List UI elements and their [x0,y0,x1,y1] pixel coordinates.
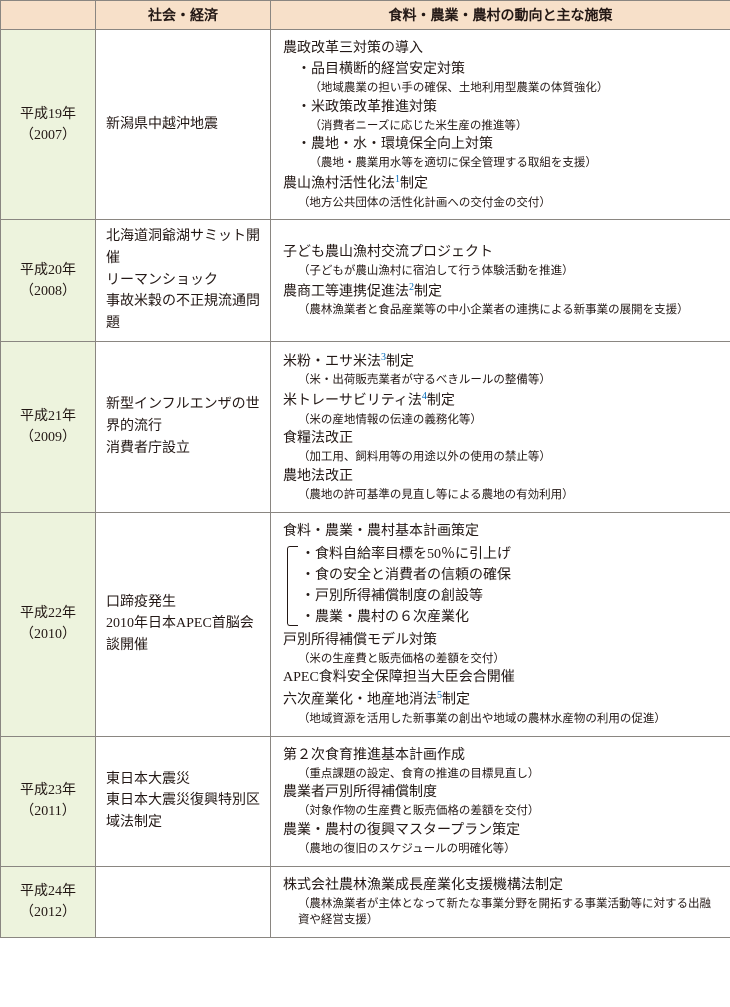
society-cell: 北海道洞爺湖サミット開催リーマンショック事故米穀の不正規流通問題 [96,220,271,341]
table-header: 社会・経済 食料・農業・農村の動向と主な施策 [1,1,730,30]
year-cell: 平成21年 （2009） [1,341,96,512]
society-cell: 新潟県中越沖地震 [96,30,271,220]
policy-cell: 農政改革三対策の導入・品目横断的経営安定対策（地域農業の担い手の確保、土地利用型… [271,30,730,220]
policy-cell: 株式会社農林漁業成長産業化支援機構法制定（農林漁業者が主体となって新たな事業分野… [271,866,730,937]
policy-cell: 子ども農山漁村交流プロジェクト（子どもが農山漁村に宿泊して行う体験活動を推進）農… [271,220,730,341]
table-body: 平成19年 （2007） 新潟県中越沖地震農政改革三対策の導入・品目横断的経営安定対… [1,30,730,938]
society-cell [96,866,271,937]
policy-cell: 米粉・エサ米法3制定（米・出荷販売業者が守るべきルールの整備等）米トレーサビリテ… [271,341,730,512]
table-row: 平成21年 （2009） 新型インフルエンザの世界的流行消費者庁設立米粉・エサ米法3… [1,341,730,512]
year-jp: 平成22年 [20,606,76,621]
year-jp: 平成19年 [20,107,76,122]
policy-cell: 第２次食育推進基本計画作成（重点課題の設定、食育の推進の目標見直し）農業者戸別所… [271,736,730,866]
year-ad: （2012） [20,905,76,920]
policy-cell: 食料・農業・農村基本計画策定・食料自給率目標を50％に引上げ・食の安全と消費者の… [271,512,730,736]
table-row: 平成23年 （2011） 東日本大震災東日本大震災復興特別区域法制定第２次食育推進基… [1,736,730,866]
year-cell: 平成24年 （2012） [1,866,96,937]
table-row: 平成22年 （2010） 口蹄疫発生2010年日本APEC首脳会談開催食料・農業・農… [1,512,730,736]
year-jp: 平成24年 [20,884,76,899]
year-jp: 平成21年 [20,409,76,424]
society-cell: 新型インフルエンザの世界的流行消費者庁設立 [96,341,271,512]
year-cell: 平成23年 （2011） [1,736,96,866]
header-year [1,1,96,30]
year-cell: 平成22年 （2010） [1,512,96,736]
year-cell: 平成19年 （2007） [1,30,96,220]
year-ad: （2007） [20,128,76,143]
header-policy: 食料・農業・農村の動向と主な施策 [271,1,730,30]
year-ad: （2008） [20,284,76,299]
year-ad: （2009） [20,430,76,445]
header-society: 社会・経済 [96,1,271,30]
policy-table: 社会・経済 食料・農業・農村の動向と主な施策 平成19年 （2007） 新潟県中越沖… [0,0,730,938]
table-row: 平成24年 （2012） 株式会社農林漁業成長産業化支援機構法制定（農林漁業者が主体… [1,866,730,937]
year-cell: 平成20年 （2008） [1,220,96,341]
year-ad: （2010） [20,627,76,642]
year-jp: 平成23年 [20,783,76,798]
table-row: 平成19年 （2007） 新潟県中越沖地震農政改革三対策の導入・品目横断的経営安定対… [1,30,730,220]
year-jp: 平成20年 [20,263,76,278]
table-row: 平成20年 （2008） 北海道洞爺湖サミット開催リーマンショック事故米穀の不正規流… [1,220,730,341]
society-cell: 東日本大震災東日本大震災復興特別区域法制定 [96,736,271,866]
year-ad: （2011） [20,804,75,819]
society-cell: 口蹄疫発生2010年日本APEC首脳会談開催 [96,512,271,736]
